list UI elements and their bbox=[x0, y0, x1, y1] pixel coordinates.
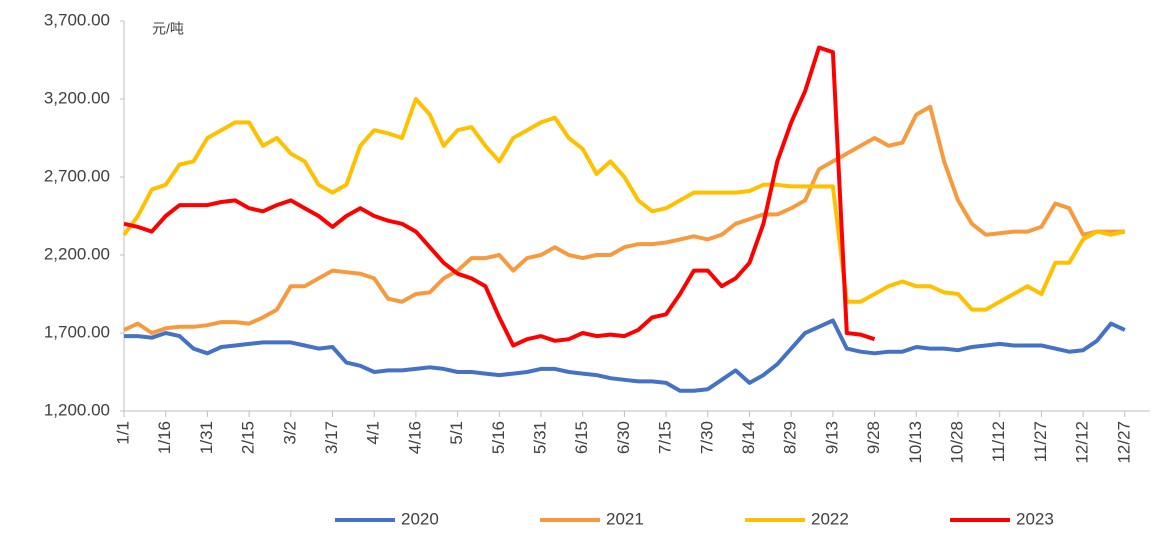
y-tick-label: 1,700.00 bbox=[44, 322, 110, 341]
x-tick-label: 9/13 bbox=[822, 421, 841, 454]
x-tick-label: 6/30 bbox=[614, 421, 633, 454]
legend-label: 2021 bbox=[606, 509, 644, 528]
x-tick-label: 10/28 bbox=[947, 421, 966, 464]
x-tick-label: 11/12 bbox=[989, 421, 1008, 462]
line-series bbox=[123, 104, 1125, 335]
x-tick-label: 9/28 bbox=[864, 421, 883, 454]
y-tick-label: 2,200.00 bbox=[44, 244, 110, 263]
x-tick-label: 3/2 bbox=[280, 421, 299, 445]
line-series bbox=[122, 97, 1126, 312]
x-tick-label: 5/31 bbox=[530, 421, 549, 454]
line-series bbox=[124, 318, 1126, 393]
x-tick-label: 12/27 bbox=[1114, 421, 1133, 464]
legend-label: 2020 bbox=[401, 509, 439, 528]
x-tick-label: 8/14 bbox=[739, 421, 758, 454]
x-tick-label: 7/15 bbox=[656, 421, 675, 454]
x-tick-label: 12/12 bbox=[1073, 421, 1092, 464]
y-tick-label: 3,700.00 bbox=[44, 10, 110, 29]
x-tick-label: 1/1 bbox=[113, 421, 132, 445]
x-tick-label: 10/13 bbox=[906, 421, 925, 464]
legend-label: 2023 bbox=[1016, 509, 1054, 528]
x-tick-label: 1/16 bbox=[155, 421, 174, 454]
x-tick-label: 4/1 bbox=[364, 421, 383, 445]
x-tick-label: 7/30 bbox=[697, 421, 716, 454]
x-tick-label: 8/29 bbox=[781, 421, 800, 454]
y-axis-label: 元/吨 bbox=[152, 21, 184, 37]
y-tick-label: 1,200.00 bbox=[44, 400, 110, 419]
x-tick-label: 4/16 bbox=[405, 421, 424, 454]
x-tick-label: 6/15 bbox=[572, 421, 591, 454]
x-tick-label: 1/31 bbox=[197, 421, 216, 454]
line-series bbox=[123, 45, 876, 348]
y-tick-label: 2,700.00 bbox=[44, 166, 110, 185]
x-tick-label: 2/15 bbox=[239, 421, 258, 454]
x-tick-label: 5/1 bbox=[447, 421, 466, 445]
x-tick-label: 5/16 bbox=[489, 421, 508, 454]
legend-label: 2022 bbox=[811, 509, 849, 528]
x-tick-label: 11/27 bbox=[1031, 421, 1050, 462]
y-tick-label: 3,200.00 bbox=[44, 88, 110, 107]
x-tick-label: 3/17 bbox=[322, 421, 341, 454]
